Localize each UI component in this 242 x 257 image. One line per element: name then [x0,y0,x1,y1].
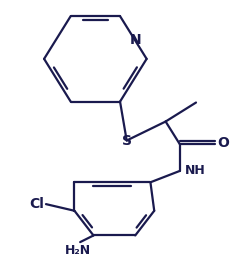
Text: NH: NH [185,164,205,177]
Text: Cl: Cl [29,197,44,211]
Text: N: N [129,33,141,47]
Text: H₂N: H₂N [65,244,91,257]
Text: S: S [122,134,132,148]
Text: O: O [218,136,229,150]
